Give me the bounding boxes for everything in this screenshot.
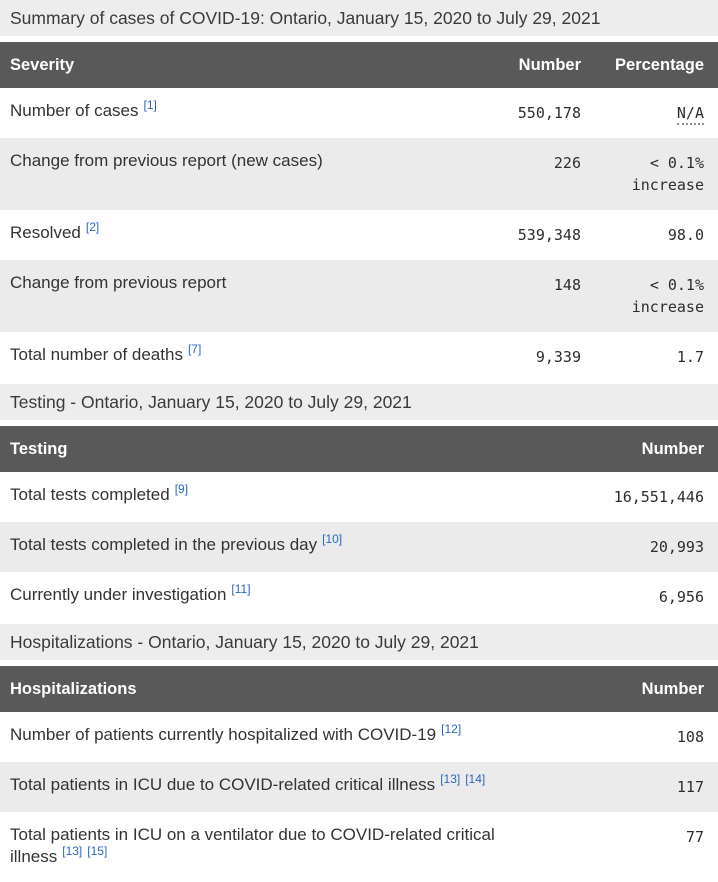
number-value: 148 xyxy=(553,276,581,294)
percentage-value: 1.7 xyxy=(676,348,704,366)
footnote-link[interactable]: [14] xyxy=(465,772,486,787)
severity-header-row: Severity Number Percentage xyxy=(0,42,718,88)
row-label: Total number of deaths [7] xyxy=(10,342,202,364)
footnote-link[interactable]: [11] xyxy=(231,582,251,597)
row-label: Number of patients currently hospitalize… xyxy=(10,722,462,744)
column-header-number: Number xyxy=(564,426,718,472)
footnote-link[interactable]: [13] xyxy=(62,844,83,859)
row-label: Total patients in ICU due to COVID-relat… xyxy=(10,772,486,794)
row-label: Total tests completed in the previous da… xyxy=(10,532,343,554)
testing-table-caption: Testing - Ontario, January 15, 2020 to J… xyxy=(0,384,718,420)
table-row: Number of patients currently hospitalize… xyxy=(0,712,718,762)
percentage-value: < 0.1% increase xyxy=(631,276,704,316)
footnote-ref: [1] xyxy=(144,98,157,112)
percentage-value: N/A xyxy=(583,88,718,138)
footnote-ref: [13] xyxy=(440,772,460,786)
table-row: Currently under investigation [11] 6,956 xyxy=(0,572,718,622)
severity-table: Severity Number Percentage Number of cas… xyxy=(0,42,718,382)
footnote-link[interactable]: [7] xyxy=(187,342,202,357)
testing-header-row: Testing Number xyxy=(0,426,718,472)
table-row: Change from previous report 148 < 0.1% inc… xyxy=(0,260,718,332)
number-value: 539,348 xyxy=(517,226,581,244)
footnote-ref: [12] xyxy=(441,722,461,736)
severity-table-caption: Summary of cases of COVID-19: Ontario, J… xyxy=(0,0,718,36)
column-header-hospitalizations: Hospitalizations xyxy=(0,666,564,712)
footnote-ref: [9] xyxy=(175,482,188,496)
footnote-ref: [14] xyxy=(465,772,485,786)
footnote-link[interactable]: [12] xyxy=(441,722,462,737)
footnote-ref: [15] xyxy=(87,844,107,858)
number-value: 9,339 xyxy=(535,348,581,366)
testing-table: Testing Number Total tests completed [9] 1… xyxy=(0,426,718,622)
footnote-link[interactable]: [15] xyxy=(87,844,108,859)
footnote-ref: [10] xyxy=(322,532,342,546)
column-header-number: Number xyxy=(564,666,718,712)
number-value: 6,956 xyxy=(658,588,704,606)
row-label: Change from previous report xyxy=(10,273,227,292)
footnote-link[interactable]: [10] xyxy=(322,532,343,547)
footnote-ref: [2] xyxy=(86,220,99,234)
column-header-severity: Severity xyxy=(0,42,462,88)
percentage-value: 98.0 xyxy=(667,226,704,244)
number-value: 226 xyxy=(553,154,581,172)
row-label: Resolved [2] xyxy=(10,220,100,242)
number-value: 20,993 xyxy=(649,538,704,556)
footnote-ref: [11] xyxy=(231,582,250,596)
table-row: Number of cases [1] 550,178 N/A xyxy=(0,88,718,138)
hospitalizations-table-caption: Hospitalizations - Ontario, January 15, … xyxy=(0,624,718,660)
column-header-number: Number xyxy=(462,42,583,88)
column-header-percentage: Percentage xyxy=(583,42,718,88)
column-header-testing: Testing xyxy=(0,426,564,472)
footnote-link[interactable]: [2] xyxy=(85,220,100,235)
number-value: 108 xyxy=(676,728,704,746)
table-row: Change from previous report (new cases) 2… xyxy=(0,138,718,210)
table-row: Total patients in ICU on a ventilator du… xyxy=(0,812,718,882)
footnote-link[interactable]: [1] xyxy=(143,98,157,113)
hospitalizations-table: Hospitalizations Number Number of patien… xyxy=(0,666,718,882)
row-label: Number of cases [1] xyxy=(10,98,157,120)
number-value: 117 xyxy=(676,778,704,796)
footnote-ref: [13] xyxy=(62,844,82,858)
number-value: 16,551,446 xyxy=(613,488,704,506)
number-value: 77 xyxy=(685,828,704,846)
table-row: Resolved [2] 539,348 98.0 xyxy=(0,210,718,260)
footnote-ref: [7] xyxy=(188,342,201,356)
row-label: Currently under investigation [11] xyxy=(10,582,251,604)
na-abbreviation: N/A xyxy=(676,104,704,125)
row-label: Total patients in ICU on a ventilator du… xyxy=(10,825,495,866)
row-label: Total tests completed [9] xyxy=(10,482,189,504)
footnote-link[interactable]: [13] xyxy=(440,772,461,787)
row-label: Change from previous report (new cases) xyxy=(10,151,323,170)
percentage-value: < 0.1% increase xyxy=(631,154,704,194)
table-row: Total patients in ICU due to COVID-relat… xyxy=(0,762,718,812)
table-row: Total tests completed [9] 16,551,446 xyxy=(0,472,718,522)
table-row: Total number of deaths [7] 9,339 1.7 xyxy=(0,332,718,382)
footnote-link[interactable]: [9] xyxy=(174,482,189,497)
table-row: Total tests completed in the previous da… xyxy=(0,522,718,572)
hospitalizations-header-row: Hospitalizations Number xyxy=(0,666,718,712)
number-value: 550,178 xyxy=(517,104,581,122)
